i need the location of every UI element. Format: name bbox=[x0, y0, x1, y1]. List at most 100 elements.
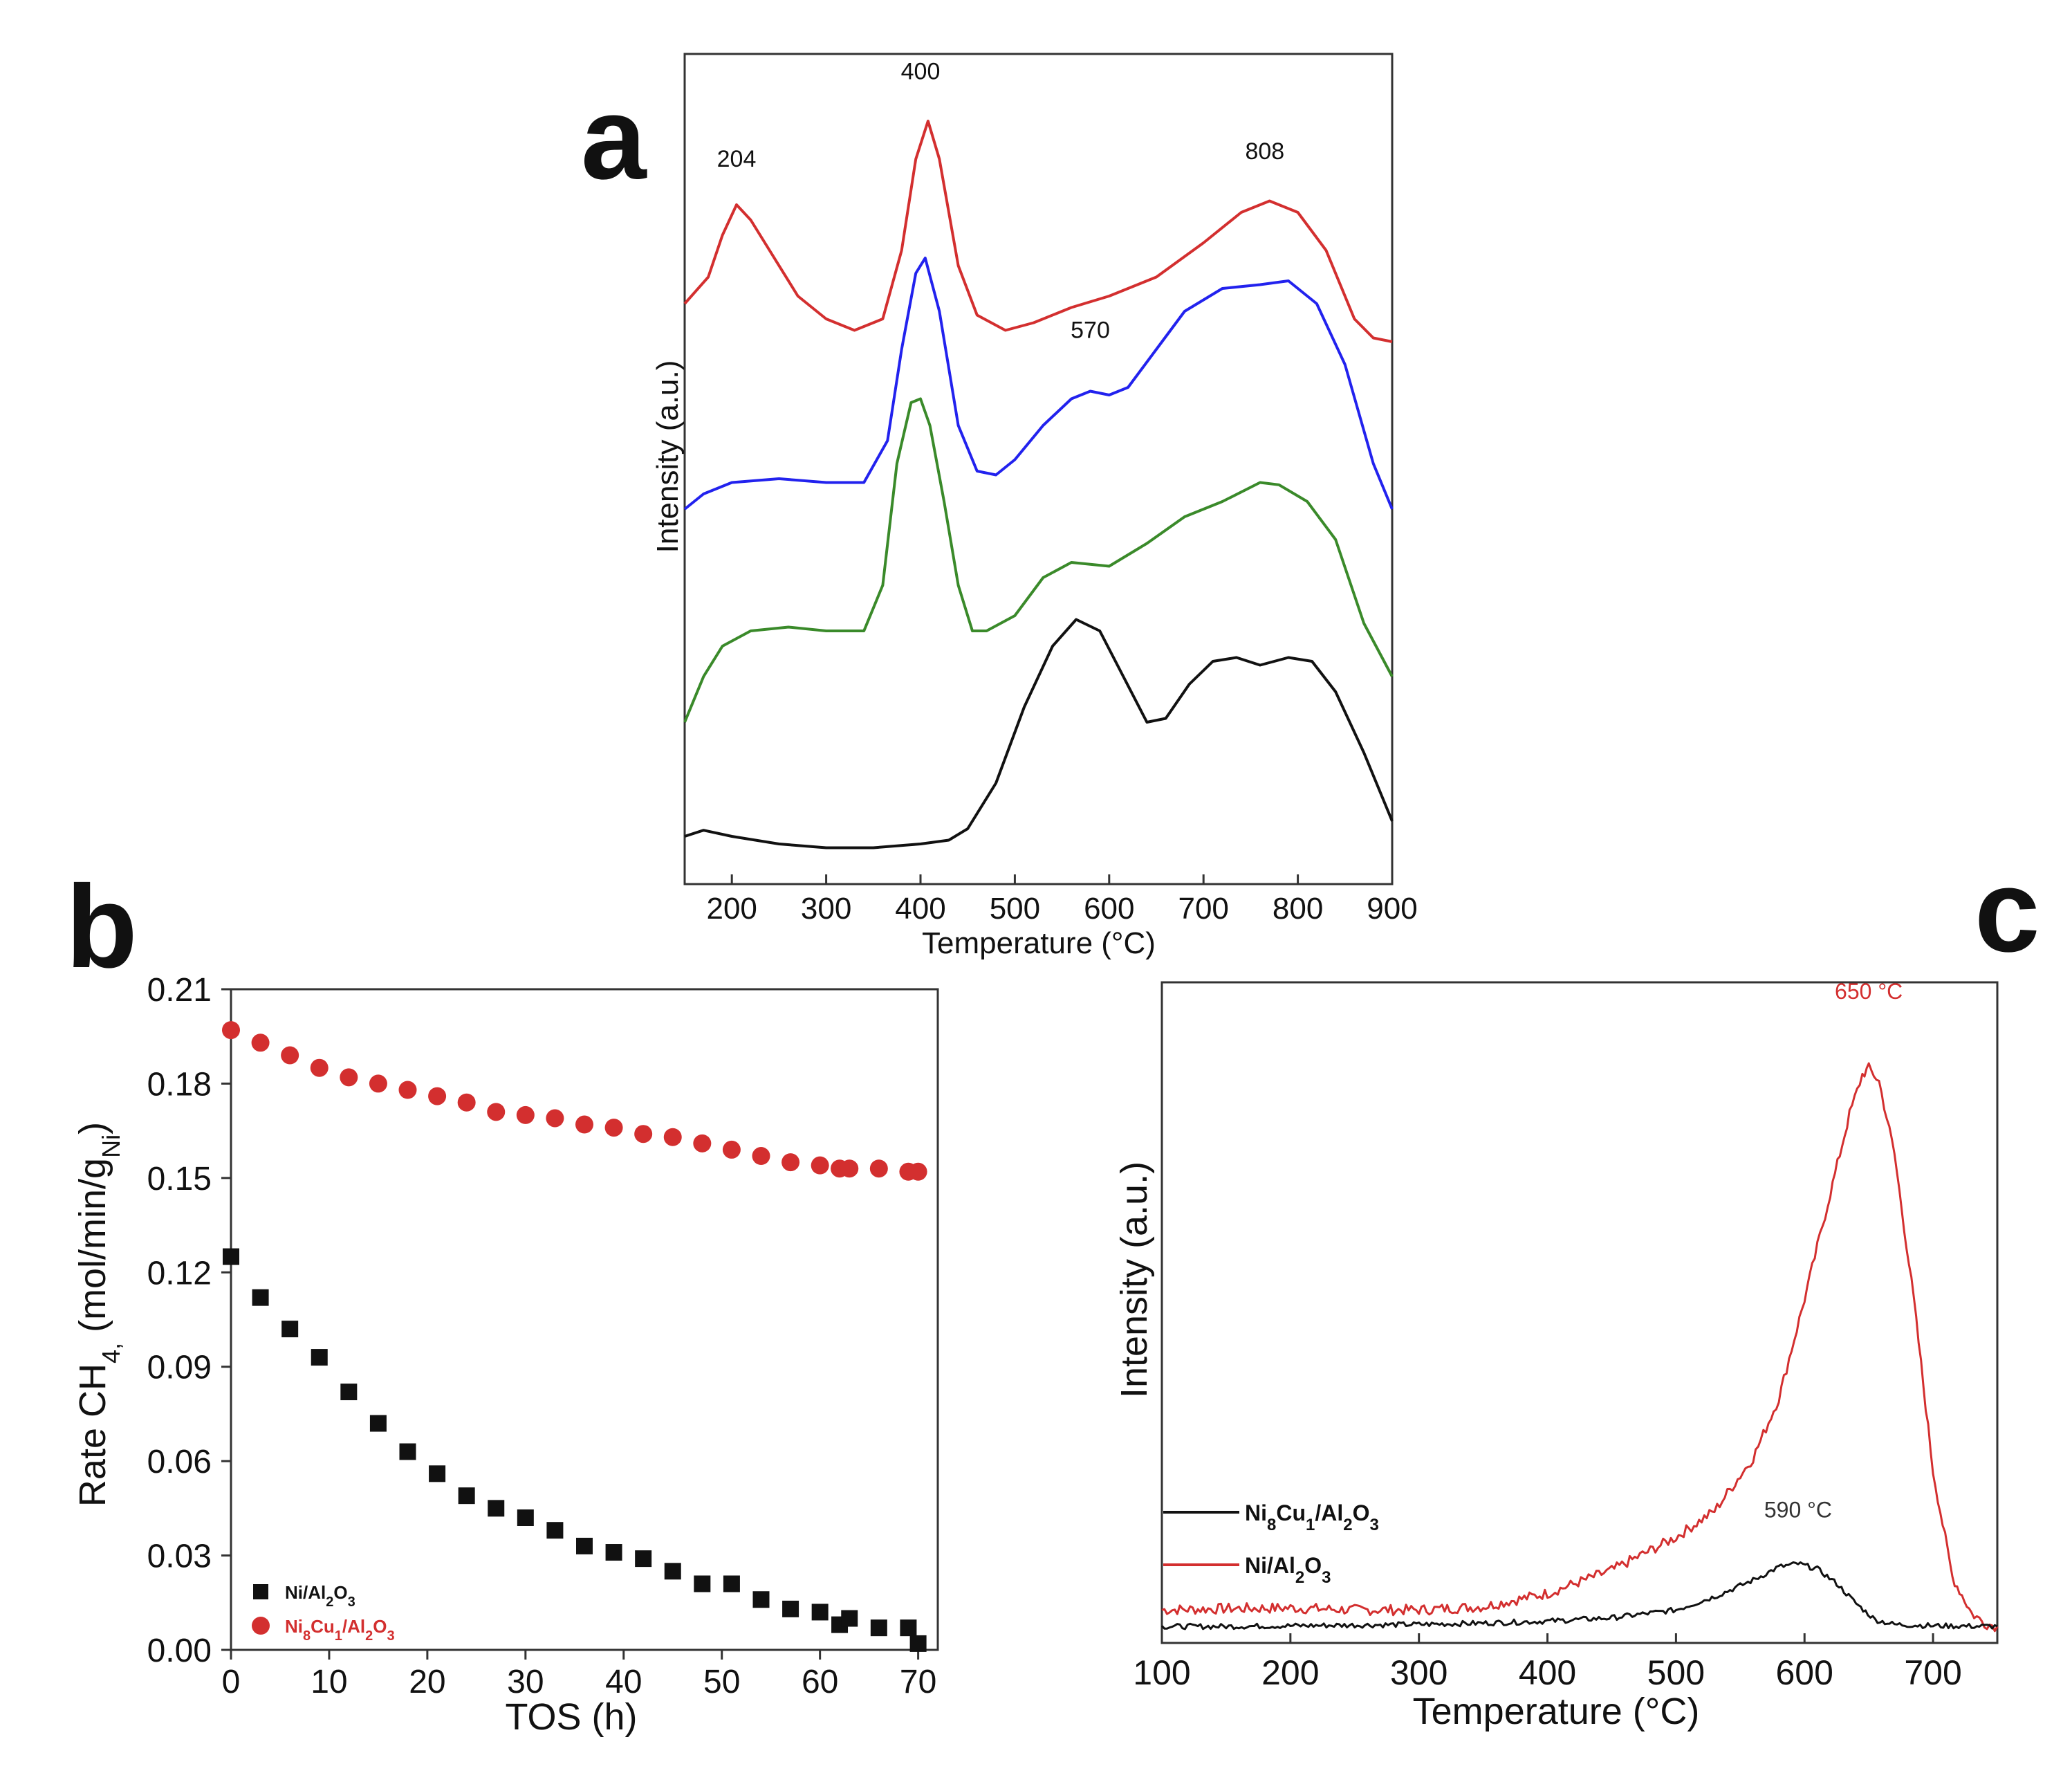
chart-b-x-tick-label: 50 bbox=[703, 1664, 740, 1700]
data-point-ni8cu1-al2o3 bbox=[634, 1125, 653, 1143]
data-point-ni8cu1-al2o3 bbox=[909, 1162, 927, 1181]
chart-c-lines bbox=[1160, 1062, 1999, 1633]
chart-c-legend: Ni8Cu1/Al2O3 Ni/Al2O3 bbox=[1163, 1500, 1379, 1587]
panel-label-c: c bbox=[1974, 845, 2040, 977]
data-point-ni8cu1-al2o3 bbox=[428, 1087, 447, 1105]
chart-c: 100 200 300 400 500 600 700 650 °C 590 °C Tempe… bbox=[1113, 979, 1999, 1732]
data-point-ni8cu1-al2o3 bbox=[310, 1058, 329, 1077]
chart-c-x-tick-label: 500 bbox=[1647, 1653, 1705, 1692]
data-point-ni-al2o3 bbox=[546, 1522, 564, 1539]
series-line-ni8cu1-al2o3 bbox=[1160, 1561, 1998, 1631]
series-line-blue bbox=[683, 257, 1394, 511]
data-point-ni8cu1-al2o3 bbox=[546, 1109, 564, 1128]
legend-label-ni-al2o3: Ni/Al2O3 bbox=[285, 1582, 355, 1610]
data-point-ni-al2o3 bbox=[694, 1575, 711, 1592]
chart-b-x-tick-label: 10 bbox=[311, 1664, 347, 1700]
data-point-ni8cu1-al2o3 bbox=[722, 1140, 741, 1159]
chart-b-y-tick-label: 0.06 bbox=[147, 1444, 212, 1480]
data-point-ni-al2o3 bbox=[252, 1289, 269, 1306]
chart-a-x-tick-label: 800 bbox=[1273, 892, 1323, 926]
series-line-green bbox=[683, 397, 1394, 723]
series-line-ni-al2o3 bbox=[1161, 1062, 1999, 1633]
chart-b-points bbox=[222, 1021, 927, 1652]
data-point-ni-al2o3 bbox=[782, 1600, 799, 1617]
chart-a-x-tick-label: 400 bbox=[895, 892, 945, 926]
chart-b-y-tick-label: 0.15 bbox=[147, 1161, 212, 1197]
chart-c-y-axis-title: Intensity (a.u.) bbox=[1113, 1161, 1155, 1398]
data-point-ni-al2o3 bbox=[488, 1500, 505, 1517]
data-point-ni8cu1-al2o3 bbox=[693, 1134, 712, 1152]
data-point-ni-al2o3 bbox=[605, 1544, 622, 1561]
data-point-ni8cu1-al2o3 bbox=[369, 1074, 387, 1093]
data-point-ni-al2o3 bbox=[752, 1591, 770, 1608]
data-point-ni8cu1-al2o3 bbox=[840, 1159, 859, 1178]
chart-c-x-tick-label: 200 bbox=[1261, 1653, 1319, 1692]
chart-a-lines bbox=[683, 120, 1394, 849]
chart-b-ticks: 0 10 20 30 40 50 60 70 0.00 0.03 0.06 0.09 0.12 0.15 0… bbox=[147, 972, 937, 1700]
chart-b-x-tick-label: 70 bbox=[900, 1664, 936, 1700]
chart-b-y-tick-label: 0.09 bbox=[147, 1350, 212, 1386]
chart-c-x-tick-label: 700 bbox=[1904, 1653, 1961, 1692]
chart-a-x-axis-title: Temperature (°C) bbox=[922, 926, 1156, 960]
data-point-ni8cu1-al2o3 bbox=[752, 1147, 770, 1166]
data-point-ni8cu1-al2o3 bbox=[811, 1156, 829, 1175]
annotation-808: 808 bbox=[1245, 138, 1284, 165]
data-point-ni-al2o3 bbox=[909, 1635, 927, 1652]
annotation-590-c: 590 °C bbox=[1764, 1498, 1832, 1523]
chart-b-y-axis-title: Rate CH4, (mol/min/gNi) bbox=[72, 1122, 125, 1507]
series-line-black bbox=[684, 618, 1394, 849]
chart-b-y-tick-label: 0.21 bbox=[147, 972, 212, 1009]
chart-c-plot-frame bbox=[1160, 981, 1999, 1644]
data-point-ni-al2o3 bbox=[281, 1321, 299, 1338]
chart-b-legend: Ni/Al2O3 Ni8Cu1/Al2O3 bbox=[252, 1582, 395, 1644]
chart-a-x-tick-label: 500 bbox=[990, 892, 1040, 926]
data-point-ni8cu1-al2o3 bbox=[398, 1081, 417, 1099]
annotation-400: 400 bbox=[901, 59, 941, 85]
chart-b-x-tick-label: 30 bbox=[507, 1664, 544, 1700]
data-point-ni-al2o3 bbox=[576, 1537, 593, 1554]
data-point-ni-al2o3 bbox=[399, 1443, 416, 1460]
data-point-ni-al2o3 bbox=[223, 1248, 239, 1265]
annotation-570: 570 bbox=[1071, 318, 1110, 344]
series-line-red bbox=[683, 120, 1393, 343]
chart-b-x-axis-title: TOS (h) bbox=[505, 1696, 637, 1738]
data-point-ni-al2o3 bbox=[429, 1465, 446, 1482]
chart-b: 0 10 20 30 40 50 60 70 0.00 0.03 0.06 0.09 0.12 0.15 0… bbox=[72, 972, 939, 1738]
chart-b-x-tick-label: 60 bbox=[802, 1664, 838, 1700]
legend-label-ni8cu1-al2o3: Ni8Cu1/Al2O3 bbox=[285, 1616, 395, 1644]
chart-a-plot-frame bbox=[683, 53, 1394, 885]
data-point-ni8cu1-al2o3 bbox=[663, 1128, 682, 1146]
chart-c-x-tick-label: 100 bbox=[1133, 1653, 1190, 1692]
data-point-ni8cu1-al2o3 bbox=[487, 1103, 506, 1121]
annotation-650-c: 650 °C bbox=[1835, 979, 1903, 1004]
chart-b-plot-frame bbox=[230, 988, 939, 1651]
chart-a-x-tick-label: 300 bbox=[801, 892, 851, 926]
data-point-ni-al2o3 bbox=[369, 1415, 387, 1432]
data-point-ni-al2o3 bbox=[664, 1563, 681, 1580]
chart-b-x-tick-label: 40 bbox=[605, 1664, 642, 1700]
chart-b-y-tick-label: 0.12 bbox=[147, 1255, 212, 1292]
data-point-ni8cu1-al2o3 bbox=[457, 1093, 476, 1112]
annotation-204: 204 bbox=[717, 146, 757, 172]
data-point-ni8cu1-al2o3 bbox=[869, 1159, 888, 1178]
legend-marker-ni-al2o3 bbox=[253, 1584, 268, 1599]
data-point-ni8cu1-al2o3 bbox=[604, 1119, 623, 1137]
data-point-ni-al2o3 bbox=[841, 1610, 858, 1627]
chart-b-y-tick-label: 0.03 bbox=[147, 1538, 212, 1575]
chart-c-x-tick-label: 400 bbox=[1519, 1653, 1576, 1692]
data-point-ni8cu1-al2o3 bbox=[516, 1105, 535, 1124]
chart-b-y-tick-label: 0.18 bbox=[147, 1066, 212, 1103]
chart-a-annotations: 204 400 808 570 bbox=[717, 59, 1285, 344]
legend-marker-ni8cu1-al2o3 bbox=[252, 1617, 270, 1635]
chart-a: 200 300 400 500 600 700 800 900 204 400 808 570 Te… bbox=[651, 53, 1418, 960]
data-point-ni-al2o3 bbox=[311, 1349, 328, 1366]
chart-c-x-axis-title: Temperature (°C) bbox=[1413, 1691, 1700, 1732]
chart-b-y-tick-label: 0.00 bbox=[147, 1633, 212, 1669]
data-point-ni8cu1-al2o3 bbox=[281, 1046, 299, 1065]
chart-a-y-axis-title: Intensity (a.u.) bbox=[651, 360, 685, 553]
data-point-ni8cu1-al2o3 bbox=[781, 1153, 800, 1172]
data-point-ni8cu1-al2o3 bbox=[575, 1115, 593, 1134]
data-point-ni8cu1-al2o3 bbox=[251, 1034, 270, 1052]
panel-label-a: a bbox=[581, 73, 647, 204]
